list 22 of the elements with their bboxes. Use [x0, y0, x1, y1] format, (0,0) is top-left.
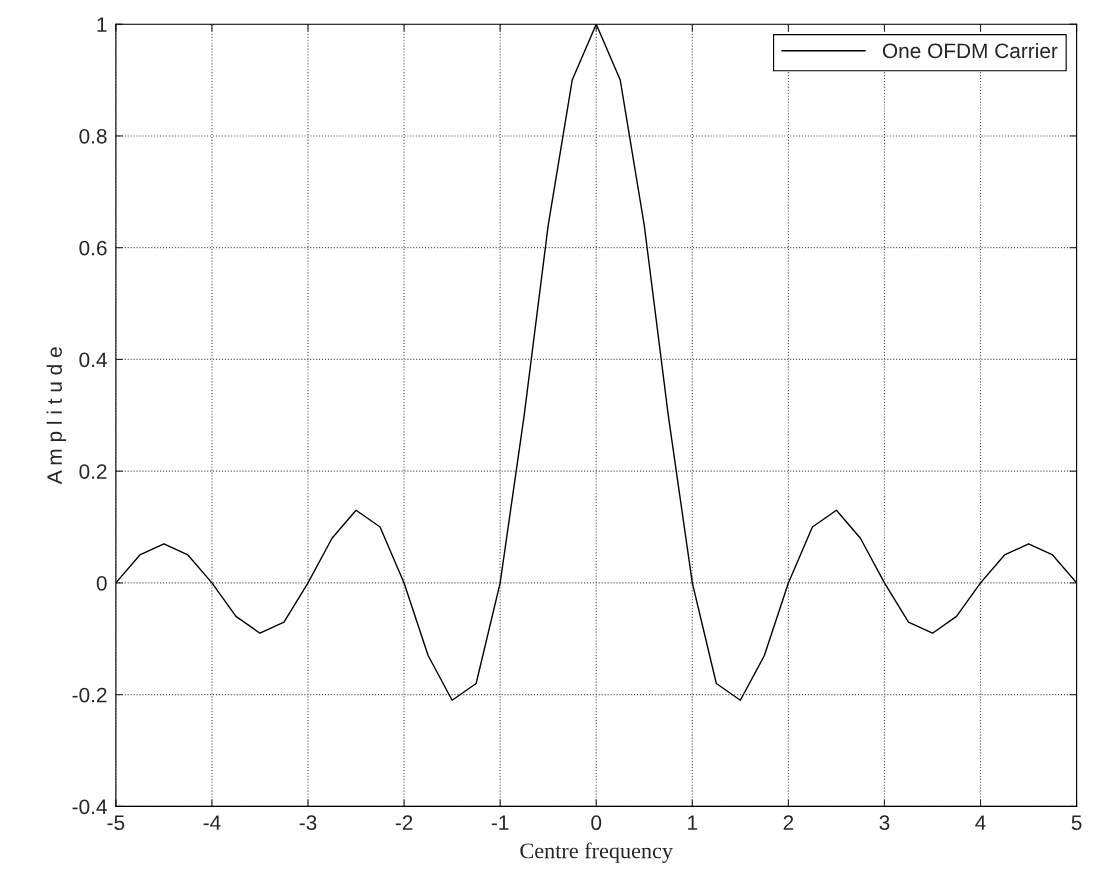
legend-label: One OFDM Carrier [882, 42, 1058, 59]
x-tick-label: -4 [203, 815, 221, 830]
y-tick-label: -0.2 [72, 687, 107, 703]
y-tick-label: 0.4 [79, 352, 107, 368]
x-tick-label: -2 [395, 815, 413, 830]
y-tick-label: -0.4 [72, 799, 107, 815]
x-tick-label: 5 [1071, 815, 1082, 831]
x-tick-label: 4 [975, 815, 986, 830]
y-tick-label: 1 [97, 17, 107, 32]
y-tick-label: 0.8 [79, 128, 107, 144]
y-tick-label: 0 [96, 575, 107, 591]
x-tick-label: -5 [107, 815, 125, 831]
x-tick-label: 3 [879, 815, 890, 831]
y-axis-title: A m p l i t u d e [46, 347, 67, 485]
x-tick-label: 0 [591, 815, 602, 831]
x-axis-title: Centre frequency [520, 842, 673, 863]
x-tick-label: -3 [299, 815, 317, 831]
y-tick-label: 0.6 [79, 240, 107, 256]
x-tick-label: -1 [491, 815, 509, 830]
y-tick-label: 0.2 [79, 464, 107, 479]
x-tick-label: 2 [783, 815, 794, 830]
x-tick-label: 1 [688, 815, 698, 830]
